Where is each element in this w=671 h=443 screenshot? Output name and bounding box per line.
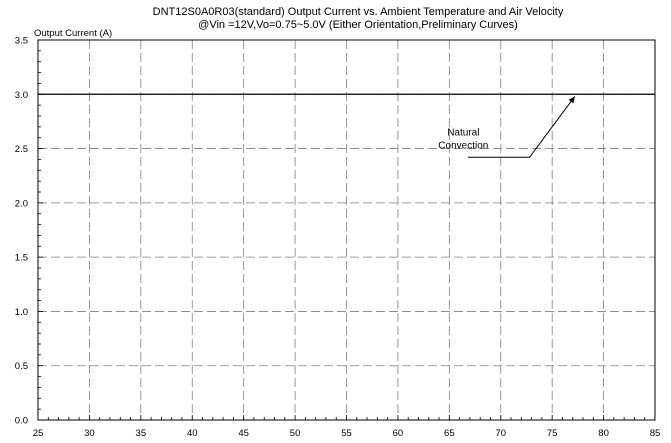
x-tick-label: 35 (136, 428, 147, 439)
y-axis-label: Output Current (A) (34, 28, 112, 39)
annotation-arrowhead (568, 96, 575, 104)
y-tick-label: 3.5 (15, 36, 28, 47)
y-tick-label: 0.5 (15, 361, 28, 372)
x-tick-label: 60 (393, 428, 404, 439)
x-tick-label: 85 (650, 428, 661, 439)
x-tick-label: 40 (187, 428, 198, 439)
x-tick-label: 30 (84, 428, 95, 439)
annotation-text: Convection (438, 141, 488, 152)
y-tick-labels: 0.0 0.5 1.0 1.5 2.0 2.5 3.0 3.5 (15, 36, 28, 427)
x-tick-labels: 25 30 35 40 45 50 55 60 65 70 75 80 85 (33, 428, 661, 439)
grid (38, 40, 655, 420)
annotation-group: Natural Convection (438, 96, 576, 158)
x-tick-label: 45 (238, 428, 249, 439)
x-tick-label: 50 (290, 428, 301, 439)
x-tick-label: 65 (444, 428, 455, 439)
y-tick-label: 2.0 (15, 198, 28, 209)
y-tick-label: 3.0 (15, 90, 28, 101)
x-tick-label: 70 (495, 428, 506, 439)
chart-title: DNT12S0A0R03(standard) Output Current vs… (153, 6, 564, 18)
chart-subtitle: @Vin =12V,Vo=0.75~5.0V (Either Orientati… (198, 19, 518, 31)
y-tick-label: 1.0 (15, 307, 28, 318)
y-tick-label: 1.5 (15, 253, 28, 264)
x-tick-label: 55 (341, 428, 352, 439)
annotation-leader-line (467, 96, 576, 158)
y-tick-label: 0.0 (15, 416, 28, 427)
x-tick-label: 75 (547, 428, 558, 439)
x-tick-label: 80 (598, 428, 609, 439)
annotation-text: Natural (447, 128, 479, 139)
minor-ticks (37, 39, 656, 421)
x-tick-label: 25 (33, 428, 44, 439)
y-tick-label: 2.5 (15, 144, 28, 155)
